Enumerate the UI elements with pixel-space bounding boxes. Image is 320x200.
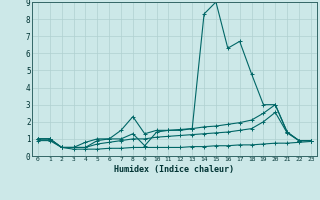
X-axis label: Humidex (Indice chaleur): Humidex (Indice chaleur) bbox=[115, 165, 234, 174]
